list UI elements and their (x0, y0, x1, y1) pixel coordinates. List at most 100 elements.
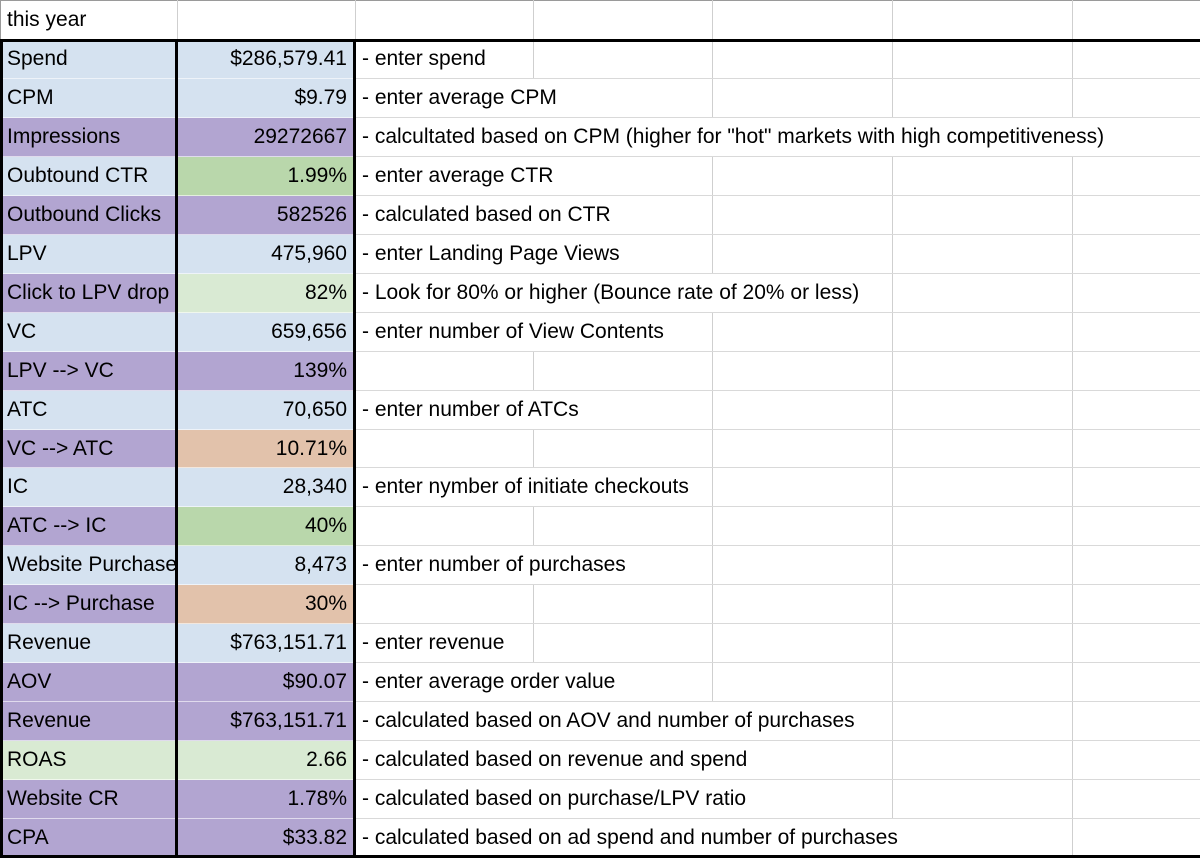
metric-label: ATC --> IC (7, 514, 107, 538)
metric-value-cell[interactable]: 1.99% (177, 156, 355, 196)
gridline (892, 351, 893, 390)
note-cell[interactable]: - enter number of View Contents (355, 312, 1200, 352)
gridline (712, 351, 713, 390)
metric-label-cell[interactable]: Revenue (0, 702, 177, 742)
note-cell[interactable]: - enter spend (355, 40, 1200, 79)
note-cell[interactable]: - enter number of purchases (355, 546, 1200, 586)
sheet-title-cell[interactable]: this year (0, 0, 177, 40)
gridline (533, 624, 534, 663)
metric-label-cell[interactable]: LPV (0, 234, 177, 274)
note-cell[interactable] (355, 507, 1200, 547)
note-cell[interactable]: - calculated based on revenue and spend (355, 741, 1200, 781)
sheet-title: this year (7, 8, 87, 31)
metric-label-cell[interactable]: ATC (0, 390, 177, 430)
note-cell[interactable]: - enter average CPM (355, 78, 1200, 118)
gridline (1072, 78, 1073, 117)
gridline (712, 390, 713, 429)
gridline (712, 195, 713, 234)
gridline (712, 156, 713, 195)
gridline (1072, 546, 1073, 585)
note-cell[interactable]: - enter number of ATCs (355, 390, 1200, 430)
note-text: - enter number of View Contents (355, 312, 670, 351)
metric-value-cell[interactable]: 10.71% (177, 429, 355, 469)
note-cell[interactable]: - Look for 80% or higher (Bounce rate of… (355, 273, 1200, 313)
metric-value-cell[interactable]: 82% (177, 273, 355, 313)
metric-label-cell[interactable]: LPV --> VC (0, 351, 177, 391)
metric-label-cell[interactable]: VC --> ATC (0, 429, 177, 469)
metrics-table: Spend $286,579.41 - enter spend CPM $9.7… (0, 40, 1200, 858)
note-cell[interactable]: - calcultated based on CPM (higher for "… (355, 117, 1200, 157)
metric-label-cell[interactable]: Click to LPV drop (0, 273, 177, 313)
note-cell[interactable]: - calculated based on ad spend and numbe… (355, 819, 1200, 858)
metric-label-cell[interactable]: Revenue (0, 624, 177, 664)
metric-label-cell[interactable]: ATC --> IC (0, 507, 177, 547)
note-text: - enter average order value (355, 663, 622, 702)
gridline (892, 780, 893, 819)
note-text: - calculated based on CTR (355, 195, 617, 234)
note-cell[interactable]: - calculated based on purchase/LPV ratio (355, 780, 1200, 820)
metric-value: 139% (293, 358, 347, 382)
metric-value-cell[interactable]: $286,579.41 (177, 40, 355, 79)
metric-label-cell[interactable]: IC --> Purchase (0, 585, 177, 625)
metric-label-cell[interactable]: ROAS (0, 741, 177, 781)
metric-value-cell[interactable]: $90.07 (177, 663, 355, 703)
gridline (712, 663, 713, 702)
metric-value-cell[interactable]: 139% (177, 351, 355, 391)
metric-label: IC --> Purchase (7, 592, 155, 616)
note-cell[interactable]: - calculated based on AOV and number of … (355, 702, 1200, 742)
metric-label-cell[interactable]: CPM (0, 78, 177, 118)
note-cell[interactable]: - enter revenue (355, 624, 1200, 664)
metric-label-cell[interactable]: Outbound Clicks (0, 195, 177, 235)
metric-value-cell[interactable]: 475,960 (177, 234, 355, 274)
metric-label-cell[interactable]: CPA (0, 819, 177, 858)
note-cell[interactable]: - enter average order value (355, 663, 1200, 703)
table-row: Spend $286,579.41 - enter spend (0, 40, 1200, 79)
table-row: IC --> Purchase 30% (0, 585, 1200, 625)
gridline (892, 195, 893, 234)
metric-value: 659,656 (271, 319, 347, 343)
note-cell[interactable] (355, 585, 1200, 625)
metric-value-cell[interactable]: 30% (177, 585, 355, 625)
metric-value-cell[interactable]: 2.66 (177, 741, 355, 781)
gridline (712, 468, 713, 507)
metric-value-cell[interactable]: 1.78% (177, 780, 355, 820)
note-cell[interactable]: - calculated based on CTR (355, 195, 1200, 235)
metric-value-cell[interactable]: 582526 (177, 195, 355, 235)
metric-value-cell[interactable]: 40% (177, 507, 355, 547)
metric-label: VC (7, 319, 37, 343)
metric-label-cell[interactable]: VC (0, 312, 177, 352)
metric-value-cell[interactable]: 29272667 (177, 117, 355, 157)
gridline (0, 0, 1, 40)
metric-label-cell[interactable]: Website Purchase (0, 546, 177, 586)
metric-label: Outbound Clicks (7, 202, 162, 226)
metric-value-cell[interactable]: $763,151.71 (177, 702, 355, 742)
table-row: AOV $90.07 - enter average order value (0, 663, 1200, 703)
metric-value-cell[interactable]: $33.82 (177, 819, 355, 858)
metric-value: 2.66 (306, 748, 347, 772)
table-row: ATC --> IC 40% (0, 507, 1200, 547)
metric-label-cell[interactable]: Spend (0, 40, 177, 79)
metric-value-cell[interactable]: 28,340 (177, 468, 355, 508)
metric-label-cell[interactable]: Oubtound CTR (0, 156, 177, 196)
metric-label-cell[interactable]: AOV (0, 663, 177, 703)
metric-value-cell[interactable]: $763,151.71 (177, 624, 355, 664)
metric-value-cell[interactable]: 70,650 (177, 390, 355, 430)
gridline (892, 312, 893, 351)
metric-value-cell[interactable]: $9.79 (177, 78, 355, 118)
metric-label-cell[interactable]: Impressions (0, 117, 177, 157)
note-cell[interactable] (355, 429, 1200, 469)
gridline (533, 429, 534, 468)
gridline (892, 741, 893, 780)
note-text: - calculated based on AOV and number of … (355, 702, 861, 741)
gridline (712, 0, 713, 40)
note-text: - enter revenue (355, 624, 511, 663)
note-cell[interactable]: - enter average CTR (355, 156, 1200, 196)
metric-value-cell[interactable]: 8,473 (177, 546, 355, 586)
gridline (892, 546, 893, 585)
note-cell[interactable]: - enter Landing Page Views (355, 234, 1200, 274)
note-cell[interactable] (355, 351, 1200, 391)
note-cell[interactable]: - enter nymber of initiate checkouts (355, 468, 1200, 508)
metric-label-cell[interactable]: IC (0, 468, 177, 508)
metric-label-cell[interactable]: Website CR (0, 780, 177, 820)
metric-value-cell[interactable]: 659,656 (177, 312, 355, 352)
